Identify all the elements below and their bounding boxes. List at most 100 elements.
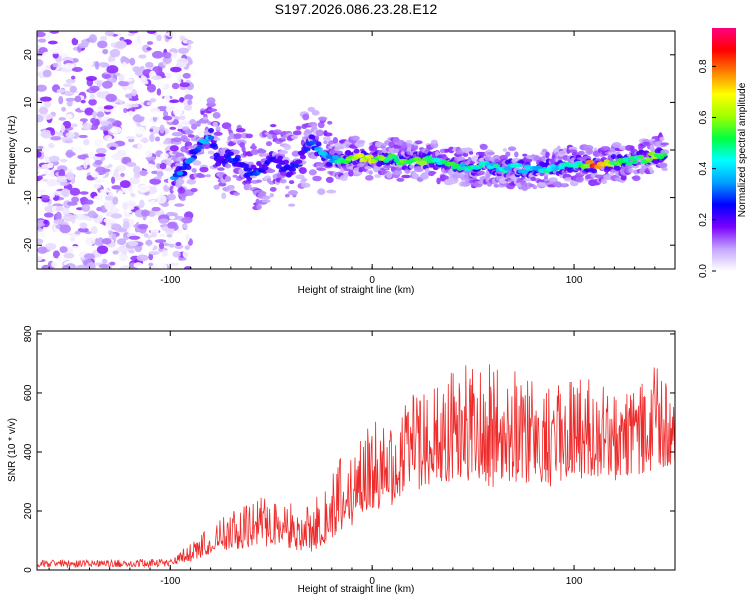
noise-cell bbox=[97, 40, 108, 49]
halo-cell bbox=[577, 150, 585, 156]
noise-cell bbox=[128, 249, 135, 254]
noise-cell bbox=[140, 138, 149, 143]
noise-cell bbox=[156, 194, 167, 204]
spectrogram-x-tick-label: 0 bbox=[369, 275, 375, 286]
halo-cell bbox=[221, 192, 227, 200]
halo-cell bbox=[285, 185, 290, 190]
halo-cell bbox=[545, 151, 550, 159]
noise-cell bbox=[46, 178, 58, 187]
noise-cell bbox=[74, 147, 84, 155]
halo-cell bbox=[292, 130, 302, 136]
noise-cell bbox=[85, 76, 97, 82]
noise-cell bbox=[60, 124, 66, 133]
noise-cell bbox=[148, 218, 153, 226]
noise-cell bbox=[187, 42, 192, 51]
noise-cell bbox=[165, 31, 177, 37]
noise-cell bbox=[163, 140, 169, 145]
noise-cell bbox=[65, 97, 76, 102]
noise-cell bbox=[139, 169, 148, 177]
noise-cell bbox=[176, 57, 189, 66]
noise-cell bbox=[58, 168, 66, 178]
noise-cell bbox=[154, 239, 167, 244]
trace-core-cell bbox=[314, 146, 323, 152]
noise-cell bbox=[112, 196, 119, 205]
noise-cell bbox=[129, 177, 140, 185]
noise-cell bbox=[82, 122, 92, 130]
halo-cell bbox=[242, 150, 248, 157]
noise-cell bbox=[89, 93, 96, 100]
colorbar-label: Normalized spectral amplitude bbox=[737, 82, 748, 217]
snr-y-tick-label: 600 bbox=[23, 384, 34, 401]
noise-cell bbox=[146, 83, 156, 93]
noise-cell bbox=[76, 166, 84, 171]
noise-cell bbox=[79, 118, 88, 122]
noise-cell bbox=[121, 78, 134, 82]
noise-cell bbox=[128, 240, 139, 247]
noise-cell bbox=[98, 263, 110, 269]
trace-core-cell bbox=[364, 154, 374, 159]
halo-cell bbox=[243, 180, 253, 184]
noise-cell bbox=[154, 136, 161, 142]
halo-cell bbox=[196, 174, 206, 178]
noise-cell bbox=[110, 207, 120, 214]
noise-cell bbox=[167, 222, 177, 229]
noise-cell bbox=[127, 33, 135, 37]
noise-cell bbox=[39, 96, 52, 102]
halo-cell bbox=[266, 133, 275, 139]
halo-cell bbox=[620, 175, 627, 181]
noise-cell bbox=[43, 212, 54, 218]
snr-panel: -100 0 100 0 200 400 600 800 Height of straigh… bbox=[7, 325, 676, 595]
noise-cell bbox=[120, 172, 125, 177]
noise-cell bbox=[43, 32, 54, 41]
trace-core-cell bbox=[583, 163, 590, 169]
halo-cell bbox=[336, 150, 343, 155]
noise-cell bbox=[63, 252, 75, 259]
snr-series-line bbox=[37, 364, 675, 569]
spectrogram-cells bbox=[37, 31, 670, 269]
noise-cell bbox=[79, 222, 88, 229]
noise-cell bbox=[149, 98, 157, 103]
halo-cell bbox=[193, 172, 198, 179]
halo-cell bbox=[381, 170, 386, 176]
noise-cell bbox=[176, 103, 184, 108]
halo-cell bbox=[532, 185, 538, 190]
halo-cell bbox=[630, 164, 640, 169]
noise-cell bbox=[102, 161, 110, 167]
noise-cell bbox=[44, 101, 52, 108]
trace-core-cell bbox=[413, 156, 422, 162]
halo-cell bbox=[436, 177, 441, 185]
halo-cell bbox=[314, 135, 320, 141]
halo-cell bbox=[232, 174, 238, 178]
noise-cell bbox=[59, 158, 68, 163]
noise-cell bbox=[161, 249, 168, 257]
noise-cell bbox=[41, 201, 50, 207]
noise-cell bbox=[94, 61, 100, 70]
colorbar-tick: 0.6 bbox=[698, 110, 716, 124]
noise-cell bbox=[184, 245, 191, 251]
noise-cell bbox=[166, 193, 176, 201]
noise-cell bbox=[177, 228, 183, 233]
spectrogram-y-tick: 0 bbox=[23, 147, 675, 153]
halo-cell bbox=[189, 119, 197, 126]
halo-cell bbox=[477, 170, 485, 176]
noise-cell bbox=[87, 210, 97, 218]
noise-cell bbox=[163, 95, 171, 103]
noise-cell bbox=[139, 110, 150, 117]
noise-cell bbox=[66, 171, 75, 181]
trace-cell bbox=[567, 167, 574, 173]
noise-cell bbox=[119, 100, 124, 104]
halo-cell bbox=[323, 140, 328, 145]
trace-core-cell bbox=[456, 166, 463, 171]
halo-cell bbox=[317, 121, 325, 129]
noise-cell bbox=[69, 237, 76, 242]
noise-cell bbox=[125, 135, 136, 140]
noise-cell bbox=[112, 172, 120, 178]
noise-cell bbox=[131, 89, 137, 97]
noise-cell bbox=[156, 34, 162, 42]
trace-core-cell bbox=[240, 163, 250, 168]
trace-core-cell bbox=[224, 155, 232, 160]
halo-cell bbox=[205, 174, 211, 178]
trace-cell bbox=[275, 163, 282, 169]
noise-cell bbox=[37, 175, 43, 180]
noise-cell bbox=[147, 210, 156, 217]
